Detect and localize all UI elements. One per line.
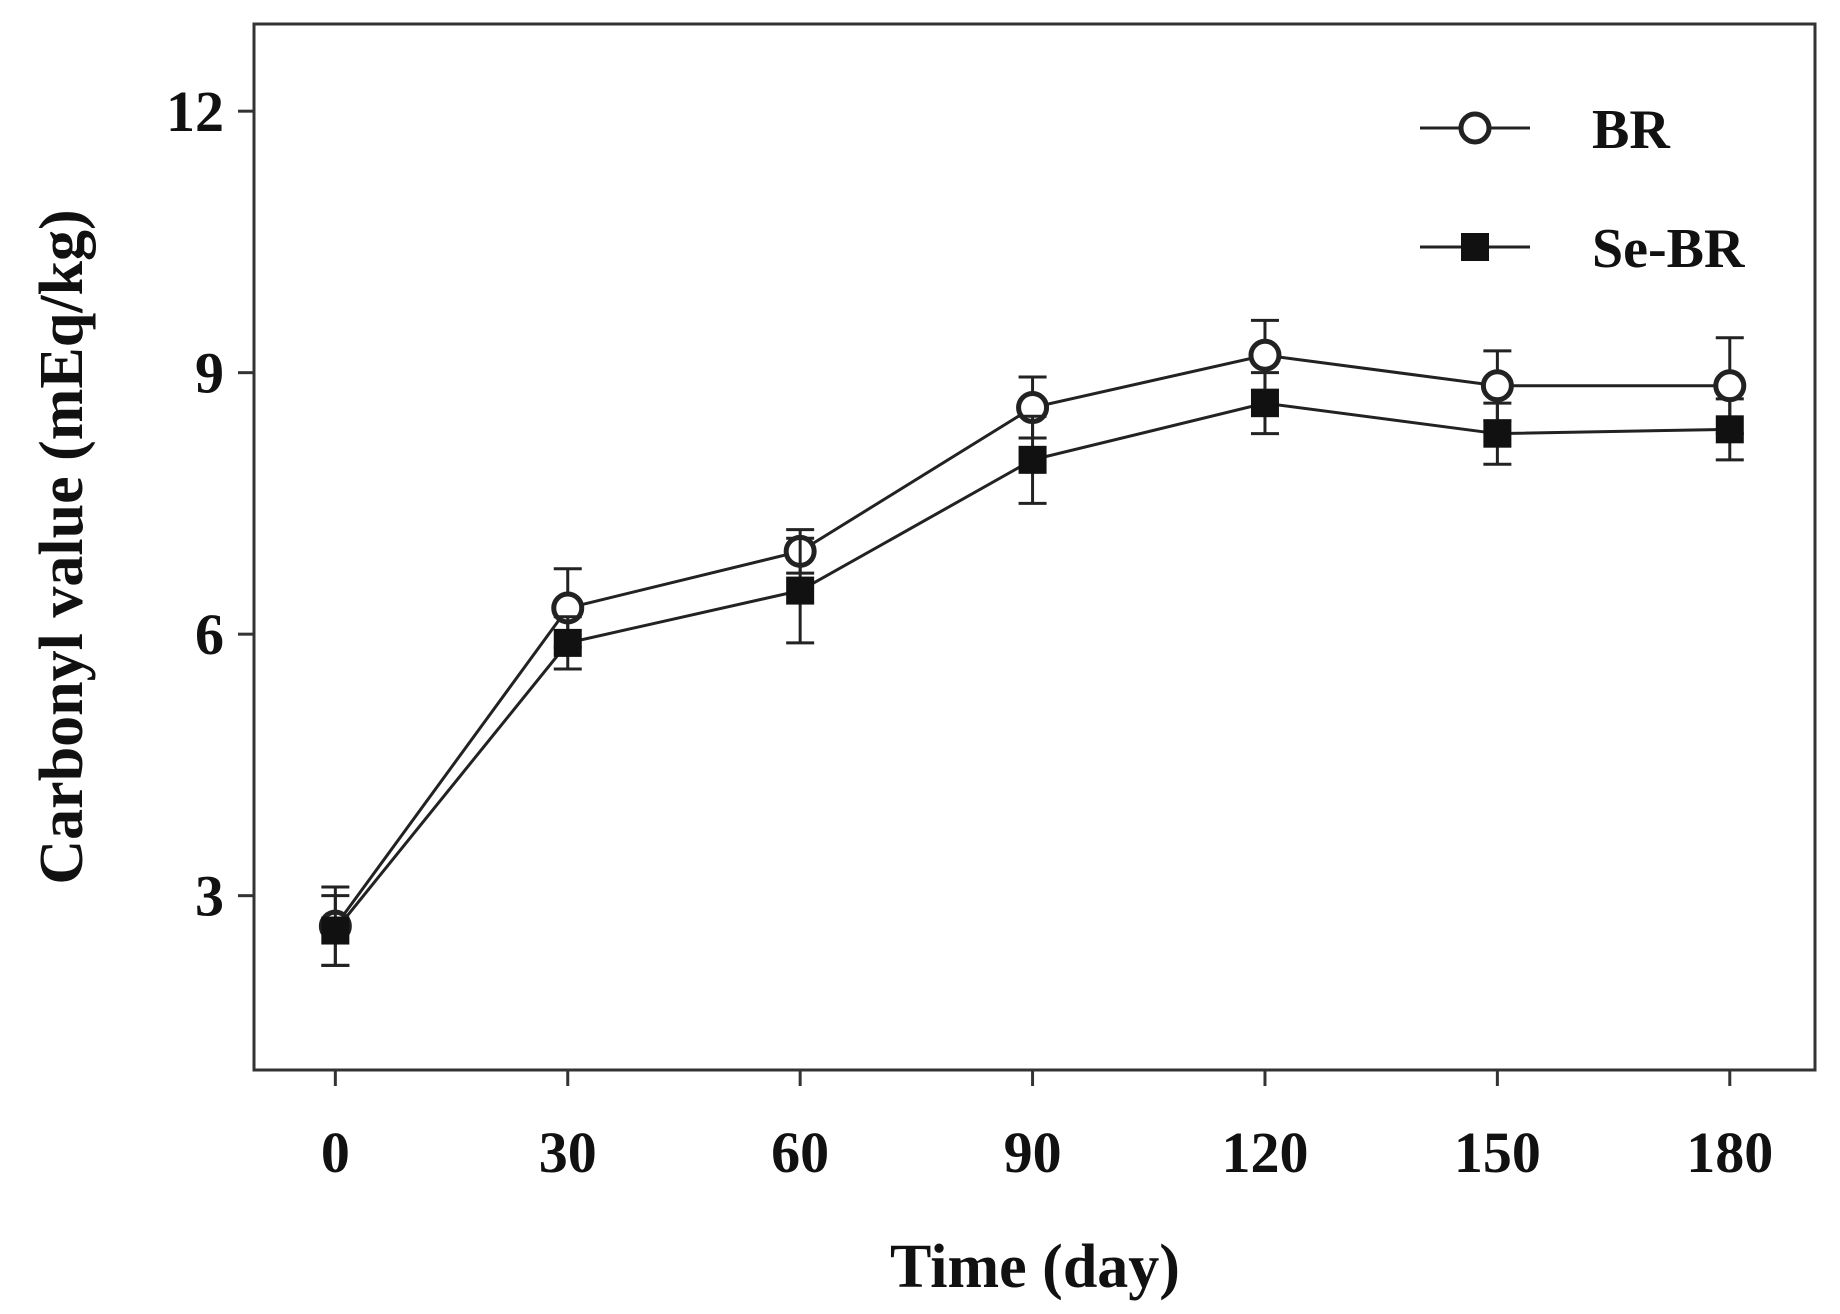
se-br-point <box>786 576 815 605</box>
x-tick-label: 30 <box>539 1120 597 1185</box>
y-tick-label: 6 <box>195 602 224 667</box>
legend-marker-br <box>1458 111 1492 145</box>
x-tick-label: 90 <box>1004 1120 1062 1185</box>
se-br-point <box>1715 415 1744 444</box>
y-axis-label: Carbonyl value (mEq/kg) <box>28 209 96 884</box>
legend-label-se-br: Se-BR <box>1592 218 1745 280</box>
x-tick-label: 60 <box>771 1120 829 1185</box>
series-layer <box>318 318 1747 967</box>
br-point <box>1248 338 1282 372</box>
y-tick-label: 3 <box>195 864 224 929</box>
y-tick-label: 9 <box>195 341 224 406</box>
se-br-point <box>1250 389 1279 418</box>
se-br-point <box>321 916 350 945</box>
legend: BR Se-BR <box>1420 99 1745 280</box>
y-tick-label: 12 <box>166 79 224 144</box>
se-br-point <box>1483 419 1512 448</box>
br-point <box>1480 369 1514 403</box>
x-tick-label: 180 <box>1686 1120 1773 1185</box>
se-br-point <box>1018 445 1047 474</box>
x-tick-label: 120 <box>1221 1120 1308 1185</box>
se-br-point <box>553 628 582 657</box>
legend-marker-se-br <box>1461 233 1489 261</box>
x-tick-label: 0 <box>321 1120 350 1185</box>
x-axis-label: Time (day) <box>890 1233 1180 1301</box>
y-axis: 3 6 9 12 <box>166 79 254 929</box>
x-axis: 0 30 60 90 120 150 180 <box>321 1070 1773 1185</box>
plot-frame <box>252 22 1817 1072</box>
x-tick-label: 150 <box>1454 1120 1541 1185</box>
br-point <box>1713 369 1747 403</box>
legend-label-br: BR <box>1592 99 1670 161</box>
